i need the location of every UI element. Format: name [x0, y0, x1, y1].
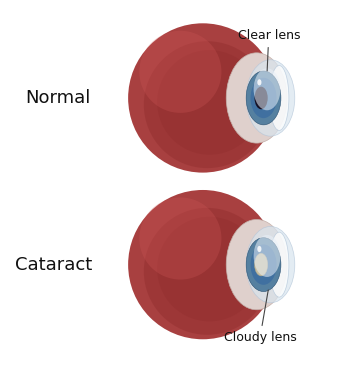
Ellipse shape	[257, 246, 261, 252]
Circle shape	[157, 217, 262, 322]
Ellipse shape	[246, 60, 295, 136]
Ellipse shape	[257, 79, 261, 85]
Circle shape	[144, 41, 271, 168]
Ellipse shape	[254, 235, 280, 277]
Ellipse shape	[270, 232, 289, 297]
Circle shape	[139, 31, 222, 113]
Ellipse shape	[251, 78, 276, 118]
Ellipse shape	[270, 66, 289, 131]
Ellipse shape	[246, 238, 281, 292]
Ellipse shape	[246, 71, 281, 125]
Circle shape	[128, 190, 278, 339]
Ellipse shape	[254, 87, 268, 109]
Circle shape	[144, 208, 271, 335]
Text: Clear lens: Clear lens	[238, 29, 300, 71]
Ellipse shape	[254, 68, 280, 110]
Circle shape	[157, 50, 262, 155]
Text: Cataract: Cataract	[15, 256, 92, 274]
Ellipse shape	[226, 219, 287, 310]
Circle shape	[139, 197, 222, 279]
Ellipse shape	[226, 53, 287, 143]
Ellipse shape	[254, 253, 268, 276]
Text: Normal: Normal	[26, 89, 91, 107]
Ellipse shape	[251, 244, 276, 285]
Ellipse shape	[246, 226, 295, 303]
Circle shape	[128, 23, 278, 173]
Text: Cloudy lens: Cloudy lens	[224, 290, 296, 344]
